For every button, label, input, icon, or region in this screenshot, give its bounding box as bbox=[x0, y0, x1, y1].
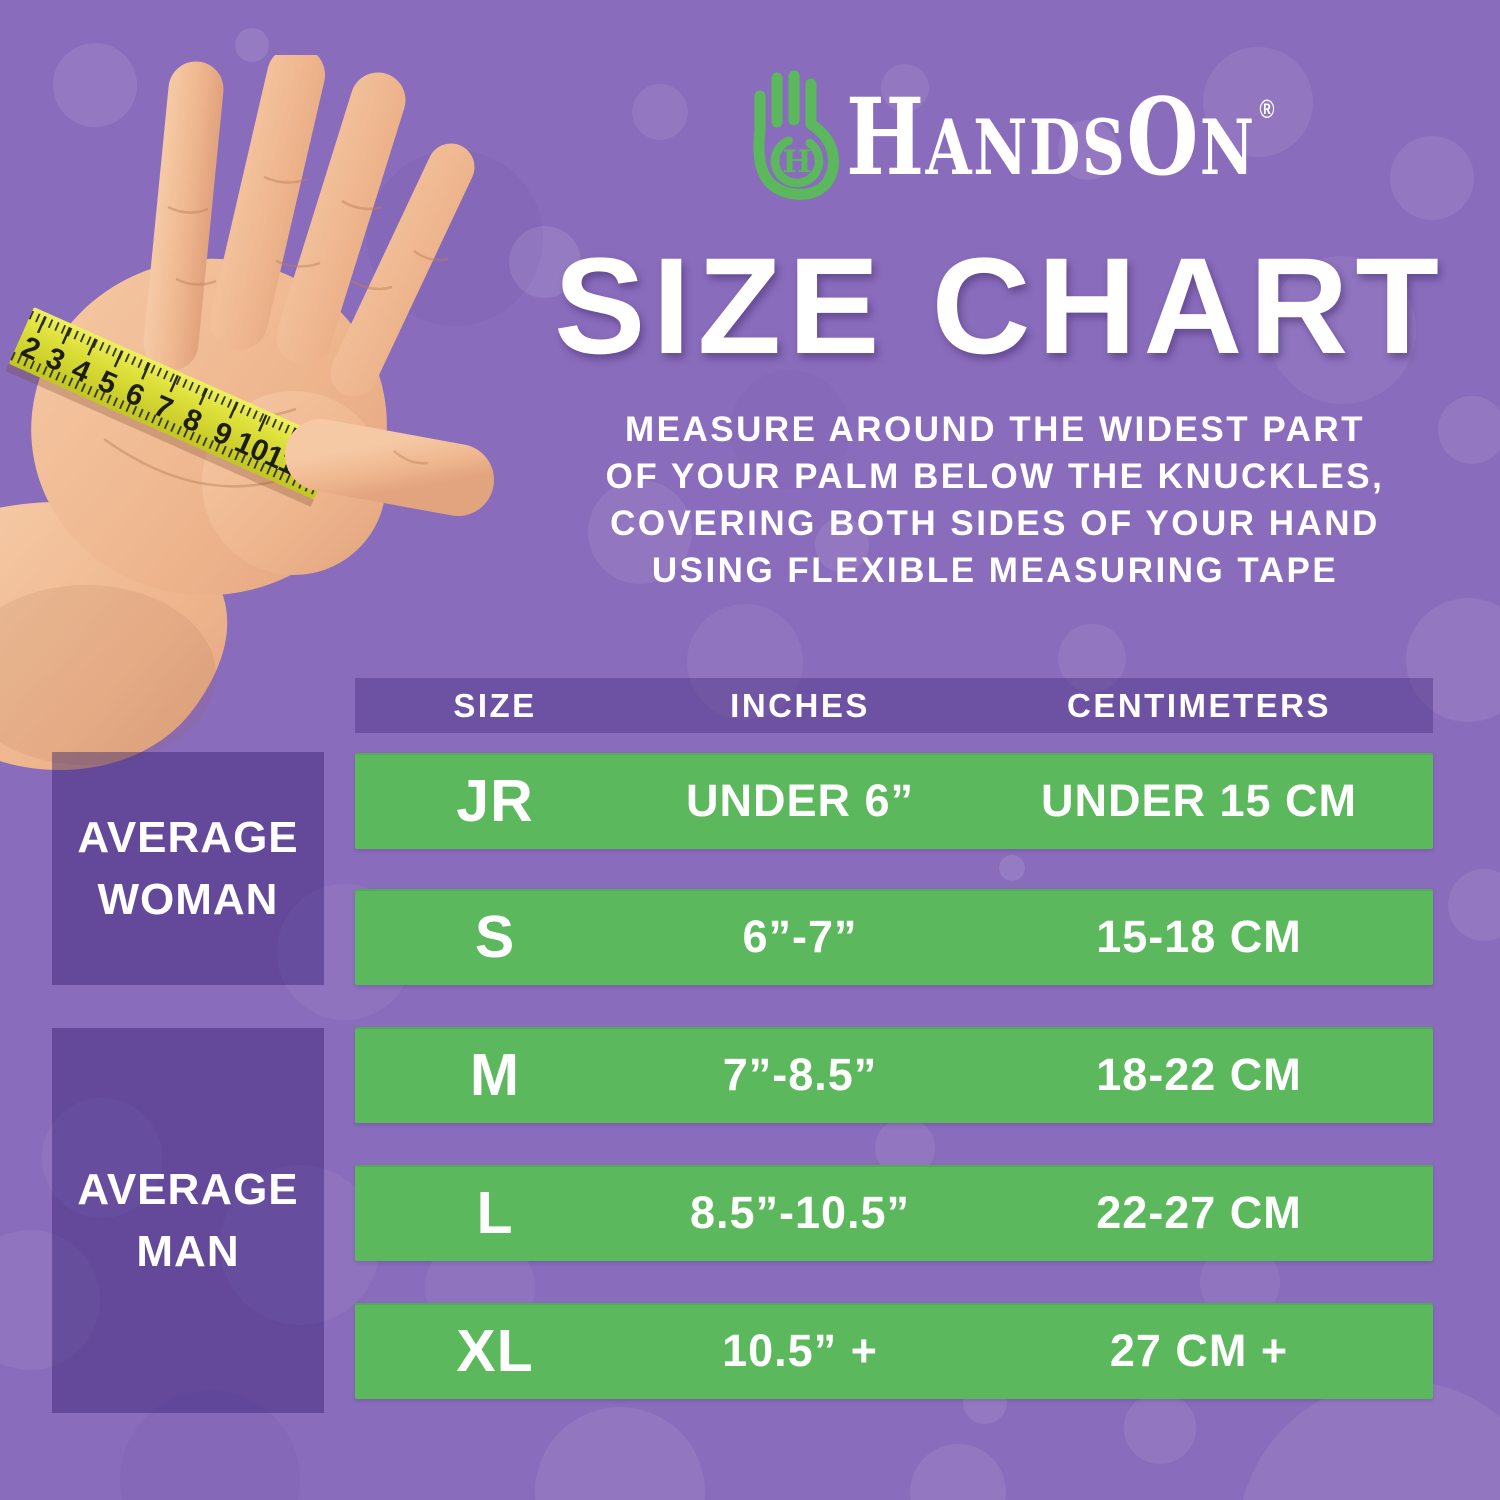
size-cell: S bbox=[474, 904, 516, 970]
hand-silhouette bbox=[0, 55, 475, 770]
size-cell: JR bbox=[456, 768, 534, 834]
table-row-m: M 7”-8.5” 18-22 CM bbox=[355, 1027, 1433, 1123]
brand-letters-ands: ANDS bbox=[925, 103, 1127, 192]
inches-cell: 10.5” + bbox=[722, 1325, 878, 1376]
page-title: SIZE CHART bbox=[554, 230, 1446, 383]
inches-cell: 6”-7” bbox=[742, 911, 858, 962]
inches-cell: 7”-8.5” bbox=[722, 1049, 878, 1100]
group-label-average-woman: AVERAGE WOMAN bbox=[52, 752, 324, 985]
centimeters-cell: 22-27 CM bbox=[1096, 1187, 1302, 1238]
table-row-xl: XL 10.5” + 27 CM + bbox=[355, 1303, 1433, 1399]
hand-logo-icon: H bbox=[753, 70, 839, 200]
centimeters-cell: 27 CM + bbox=[1109, 1325, 1289, 1376]
size-cell: XL bbox=[456, 1318, 534, 1384]
size-cell: L bbox=[476, 1180, 514, 1246]
table-row-l: L 8.5”-10.5” 22-27 CM bbox=[355, 1165, 1433, 1261]
measurement-instructions: MEASURE AROUND THE WIDEST PART OF YOUR P… bbox=[605, 410, 1385, 590]
brand-letter-n: N bbox=[1199, 103, 1256, 192]
table-row-jr: JR UNDER 6” UNDER 15 CM bbox=[355, 753, 1433, 849]
brand-letter-o: O bbox=[1126, 74, 1200, 199]
table-row-s: S 6”-7” 15-18 CM bbox=[355, 889, 1433, 985]
centimeters-cell: 18-22 CM bbox=[1096, 1049, 1302, 1100]
hand-thumb bbox=[285, 419, 494, 516]
logo-monogram: H bbox=[782, 144, 811, 180]
hand-fingers bbox=[143, 55, 475, 397]
centimeters-cell: 15-18 CM bbox=[1096, 911, 1302, 962]
brand-logo: H H ANDS O N ® bbox=[748, 64, 1275, 214]
column-header-size: SIZE bbox=[453, 686, 537, 724]
size-table: SIZE INCHES CENTIMETERS JR UNDER 6” UNDE… bbox=[355, 678, 1433, 1403]
group-label-average-man: AVERAGE MAN bbox=[52, 1028, 324, 1413]
table-header-row: SIZE INCHES CENTIMETERS bbox=[355, 678, 1433, 733]
inches-cell: 8.5”-10.5” bbox=[689, 1187, 911, 1238]
centimeters-cell: UNDER 15 CM bbox=[1040, 775, 1358, 826]
inches-cell: UNDER 6” bbox=[685, 775, 915, 826]
brand-name: H ANDS O N ® bbox=[846, 74, 1275, 199]
registered-trademark: ® bbox=[1259, 94, 1275, 124]
column-header-inches: INCHES bbox=[730, 686, 870, 724]
size-cell: M bbox=[469, 1042, 521, 1108]
hand-photo-illustration: 2 3 4 5 6 7 8 9 10 11 12 bbox=[0, 55, 494, 770]
brand-letter-h: H bbox=[846, 74, 926, 199]
column-header-centimeters: CENTIMETERS bbox=[1066, 686, 1331, 724]
